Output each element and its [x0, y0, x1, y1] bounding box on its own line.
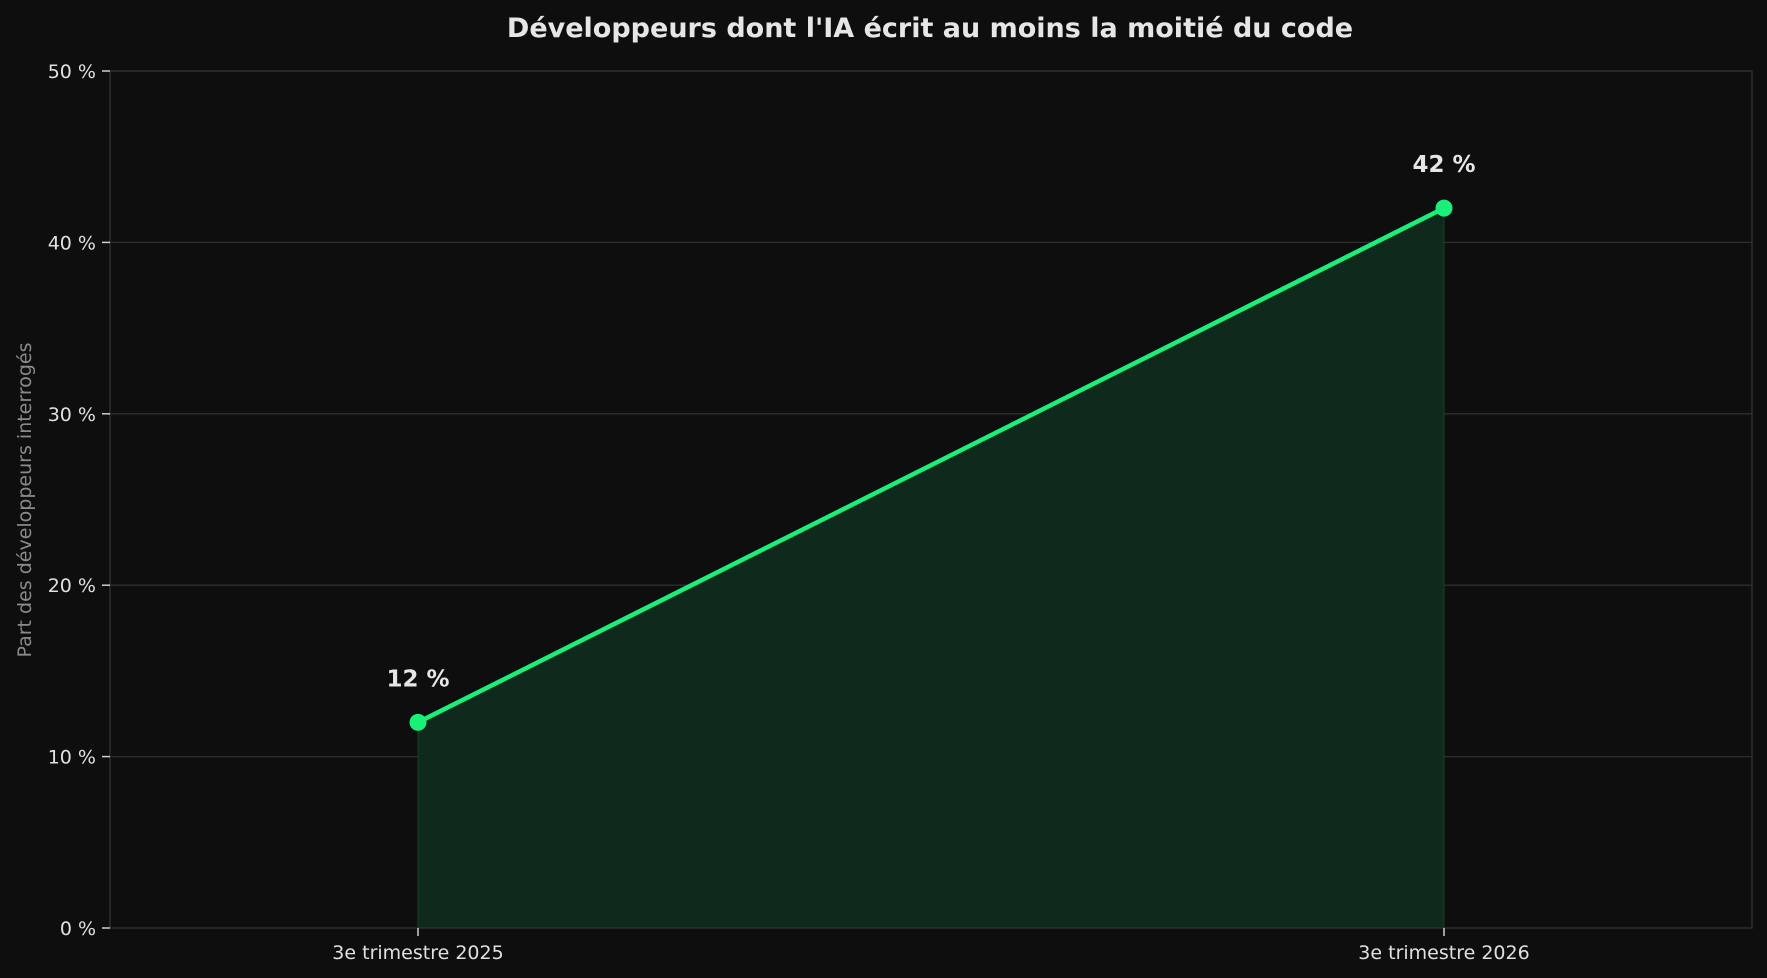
y-tick-label-30: 30 %: [48, 404, 96, 426]
y-axis: 0 % 10 % 20 % 30 % 40 % 50 %: [48, 61, 110, 940]
data-labels: 12 % 42 %: [386, 152, 1475, 692]
x-axis: 3e trimestre 2025 3e trimestre 2026: [332, 928, 1530, 964]
data-points: [409, 199, 1453, 731]
series-line: [415, 205, 1447, 725]
series-line-layer: [415, 205, 1447, 725]
y-tick-label-20: 20 %: [48, 575, 96, 597]
y-tick-label-10: 10 %: [48, 747, 96, 769]
x-tick-label-0: 3e trimestre 2025: [332, 942, 503, 964]
plot-border: [109, 70, 1753, 929]
y-tick-label-40: 40 %: [48, 232, 96, 254]
data-point-0: [409, 713, 427, 731]
chart-title: Développeurs dont l'IA écrit au moins la…: [507, 13, 1353, 44]
x-tick-label-1: 3e trimestre 2026: [1358, 942, 1529, 964]
plot-frame: [109, 70, 1753, 929]
data-label-0: 12 %: [386, 666, 449, 692]
y-tick-label-0: 0 %: [60, 918, 96, 940]
data-label-1: 42 %: [1412, 152, 1475, 178]
y-tick-label-50: 50 %: [48, 61, 96, 83]
y-axis-label: Part des développeurs interrogés: [14, 342, 36, 657]
data-point-1: [1435, 199, 1453, 217]
